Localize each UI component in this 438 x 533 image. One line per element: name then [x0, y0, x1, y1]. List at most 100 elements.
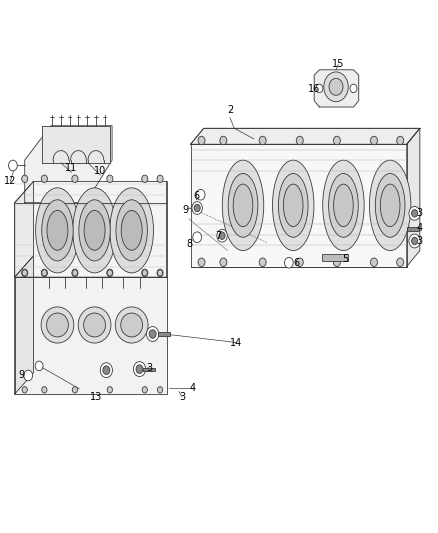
Ellipse shape — [228, 173, 258, 237]
Circle shape — [41, 269, 47, 277]
Ellipse shape — [222, 160, 264, 251]
Ellipse shape — [283, 184, 303, 227]
Circle shape — [285, 257, 293, 268]
Text: 9: 9 — [182, 205, 188, 215]
Circle shape — [219, 232, 225, 239]
Circle shape — [350, 84, 357, 93]
Bar — [407, 227, 419, 231]
Circle shape — [157, 269, 163, 277]
Circle shape — [316, 84, 323, 93]
Ellipse shape — [35, 188, 79, 273]
Text: 11: 11 — [65, 163, 78, 173]
Polygon shape — [407, 128, 420, 266]
Circle shape — [72, 270, 78, 276]
Text: 15: 15 — [332, 60, 344, 69]
Circle shape — [220, 258, 227, 266]
Circle shape — [35, 361, 43, 370]
Ellipse shape — [121, 313, 143, 337]
Circle shape — [217, 229, 227, 242]
Polygon shape — [14, 181, 33, 277]
Circle shape — [333, 136, 340, 145]
Text: 12: 12 — [4, 176, 17, 187]
Text: 9: 9 — [18, 370, 25, 381]
Bar — [321, 254, 348, 261]
Ellipse shape — [328, 173, 358, 237]
Ellipse shape — [116, 200, 148, 261]
Circle shape — [220, 136, 227, 145]
Ellipse shape — [79, 200, 110, 261]
Bar — [143, 368, 155, 371]
Circle shape — [22, 270, 27, 276]
Circle shape — [21, 269, 28, 277]
Circle shape — [409, 206, 420, 220]
Circle shape — [147, 327, 159, 342]
Circle shape — [192, 201, 202, 214]
Polygon shape — [314, 70, 359, 107]
Circle shape — [107, 269, 113, 277]
Text: 14: 14 — [230, 337, 243, 348]
Polygon shape — [14, 277, 166, 394]
Polygon shape — [14, 181, 166, 277]
Circle shape — [397, 258, 404, 266]
Circle shape — [136, 365, 143, 373]
Polygon shape — [191, 128, 420, 144]
Circle shape — [412, 237, 418, 245]
Circle shape — [42, 386, 47, 393]
Ellipse shape — [42, 200, 73, 261]
Ellipse shape — [380, 184, 400, 227]
Circle shape — [72, 269, 78, 277]
Circle shape — [371, 136, 378, 145]
Circle shape — [193, 232, 201, 243]
Circle shape — [409, 234, 420, 248]
Text: 4: 4 — [417, 223, 423, 233]
Circle shape — [142, 386, 148, 393]
Text: 5: 5 — [343, 254, 349, 263]
Circle shape — [412, 209, 418, 217]
Polygon shape — [25, 126, 112, 203]
Circle shape — [142, 270, 148, 276]
Circle shape — [259, 258, 266, 266]
Text: 4: 4 — [190, 383, 196, 393]
Circle shape — [107, 175, 113, 182]
Circle shape — [296, 258, 303, 266]
Circle shape — [107, 270, 113, 276]
Ellipse shape — [369, 160, 411, 251]
Bar — [158, 333, 170, 336]
Circle shape — [103, 366, 110, 374]
Circle shape — [329, 78, 343, 95]
Circle shape — [149, 330, 156, 338]
Circle shape — [107, 386, 113, 393]
Circle shape — [333, 258, 340, 266]
Circle shape — [198, 136, 205, 145]
Text: 2: 2 — [227, 104, 233, 115]
Circle shape — [9, 160, 17, 171]
Ellipse shape — [110, 188, 153, 273]
Ellipse shape — [84, 313, 106, 337]
Polygon shape — [14, 256, 33, 394]
Text: 7: 7 — [215, 231, 221, 241]
Text: 3: 3 — [146, 362, 152, 373]
Ellipse shape — [73, 188, 117, 273]
Ellipse shape — [334, 184, 353, 227]
Text: 3: 3 — [417, 208, 423, 219]
Ellipse shape — [121, 211, 142, 251]
Circle shape — [196, 189, 205, 200]
Circle shape — [100, 363, 113, 377]
Ellipse shape — [323, 160, 364, 251]
Ellipse shape — [375, 173, 405, 237]
Circle shape — [72, 175, 78, 182]
Ellipse shape — [47, 211, 68, 251]
Ellipse shape — [272, 160, 314, 251]
Circle shape — [142, 175, 148, 182]
Text: 13: 13 — [90, 392, 102, 402]
Circle shape — [157, 270, 162, 276]
Text: 16: 16 — [308, 84, 320, 94]
Circle shape — [259, 136, 266, 145]
Text: 6: 6 — [193, 191, 199, 201]
Polygon shape — [191, 144, 407, 266]
Circle shape — [134, 362, 146, 376]
Circle shape — [21, 175, 28, 182]
Circle shape — [24, 370, 32, 381]
Circle shape — [157, 386, 162, 393]
Circle shape — [42, 270, 47, 276]
